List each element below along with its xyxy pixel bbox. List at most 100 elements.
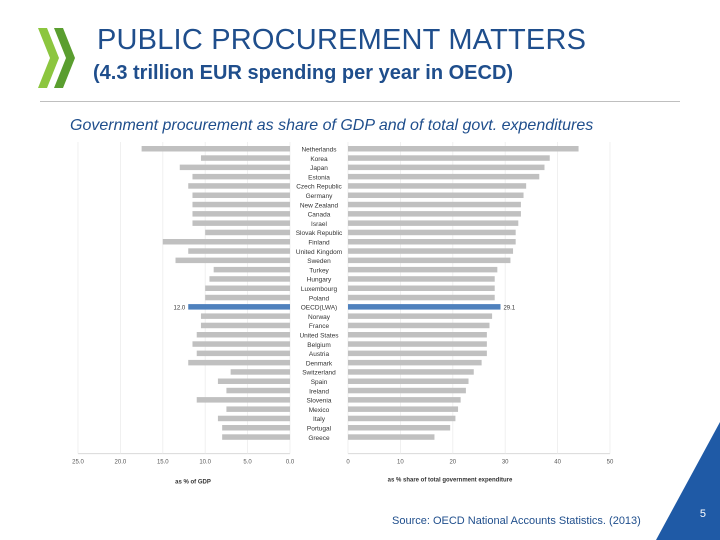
title-divider <box>40 101 680 102</box>
category-label: OECD(LWA) <box>301 305 337 312</box>
tick-label-left: 20.0 <box>115 460 127 466</box>
bar-expenditure <box>348 192 524 198</box>
data-label-left: 12.0 <box>174 306 186 312</box>
tick-label-left: 15.0 <box>157 460 169 466</box>
bar-expenditure <box>348 229 516 236</box>
category-label: Italy <box>313 416 326 423</box>
category-label: Finland <box>308 240 330 247</box>
category-label: Canada <box>308 212 331 219</box>
category-label: United States <box>299 333 339 340</box>
category-label: Mexico <box>309 407 330 414</box>
category-label: Austria <box>309 351 330 358</box>
bar-expenditure <box>348 211 521 217</box>
category-label: New Zealand <box>300 202 339 209</box>
category-label: Korea <box>310 156 328 163</box>
axis-title-left: as % of GDP <box>175 480 211 486</box>
bar-gdp <box>205 294 290 301</box>
bar-gdp <box>200 322 290 329</box>
bar-gdp <box>200 155 290 161</box>
corner-triangle-icon <box>656 422 720 540</box>
bar-gdp <box>196 350 290 357</box>
category-label: Slovak Republic <box>296 230 343 237</box>
source-note: Source: OECD National Accounts Statistic… <box>392 515 641 527</box>
bar-expenditure <box>348 397 461 403</box>
category-label: Spain <box>311 379 328 386</box>
data-label-right: 29.1 <box>503 306 515 312</box>
bar-expenditure <box>348 425 451 431</box>
bar-expenditure <box>348 146 579 152</box>
bar-expenditure <box>348 248 514 254</box>
bar-gdp <box>175 257 290 264</box>
bar-expenditure <box>348 350 487 357</box>
bar-expenditure <box>348 164 545 171</box>
bar-gdp <box>192 192 290 198</box>
tick-label-left: 0.0 <box>286 460 295 466</box>
bar-gdp <box>226 406 290 412</box>
category-label: Switzerland <box>302 370 336 377</box>
bar-expenditure <box>348 266 498 273</box>
bar-expenditure <box>348 201 521 208</box>
category-label: Greece <box>308 435 330 442</box>
category-label: Germany <box>306 193 333 200</box>
category-label: Portugal <box>307 426 332 433</box>
bar-expenditure <box>348 183 527 189</box>
category-label: Luxembourg <box>301 286 338 293</box>
bar-gdp <box>192 173 290 180</box>
bar-gdp <box>192 201 290 208</box>
bar-expenditure <box>348 359 482 366</box>
bar-gdp <box>192 341 290 347</box>
category-label: Hungary <box>307 277 332 284</box>
procurement-chart: Netherlands Korea Japan Estonia Czech Republ… <box>72 142 614 486</box>
bar-gdp <box>200 313 290 319</box>
bar-gdp <box>188 359 290 366</box>
bar-gdp <box>188 183 290 189</box>
category-label: Estonia <box>308 174 330 181</box>
bar-gdp <box>209 276 290 282</box>
bar-expenditure <box>348 285 495 291</box>
bar-gdp <box>213 266 290 273</box>
category-label: Czech Republic <box>296 184 342 191</box>
bar-gdp <box>162 239 290 245</box>
page-subtitle: (4.3 trillion EUR spending per year in O… <box>93 62 514 84</box>
category-label: Netherlands <box>301 147 337 154</box>
tick-label-right: 20 <box>449 460 456 466</box>
bar-gdp <box>217 415 290 422</box>
bar-expenditure <box>348 173 540 180</box>
tick-label-left: 10.0 <box>199 460 211 466</box>
tick-label-right: 50 <box>607 460 614 466</box>
bar-gdp <box>192 220 290 226</box>
bar-gdp <box>192 211 290 217</box>
bar-expenditure <box>348 257 511 264</box>
bar-expenditure <box>348 322 490 329</box>
category-label: Belgium <box>307 342 330 349</box>
category-label: Ireland <box>309 388 329 395</box>
bar-expenditure <box>348 332 487 338</box>
bar-expenditure <box>348 369 474 375</box>
category-label: Poland <box>309 295 330 302</box>
bar-expenditure <box>348 155 550 161</box>
bar-gdp <box>188 304 290 310</box>
bar-expenditure <box>348 239 516 245</box>
bar-expenditure <box>348 434 435 440</box>
category-label: France <box>309 323 330 330</box>
bar-expenditure <box>348 276 495 282</box>
category-label: Israel <box>311 221 327 228</box>
bar-gdp <box>141 146 290 152</box>
bar-gdp <box>217 378 290 384</box>
bar-gdp <box>196 332 290 338</box>
category-label: Norway <box>308 314 331 321</box>
chart-caption: Government procurement as share of GDP a… <box>70 117 594 134</box>
bar-gdp <box>230 369 290 375</box>
bar-expenditure <box>348 294 495 301</box>
page-number: 5 <box>699 508 706 520</box>
bar-gdp <box>196 397 290 403</box>
bar-expenditure <box>348 313 493 319</box>
bar-gdp <box>222 425 290 431</box>
bar-expenditure <box>348 304 501 310</box>
bar-expenditure <box>348 406 459 412</box>
bar-expenditure <box>348 378 469 384</box>
axis-title-right: as % share of total government expenditu… <box>388 478 513 484</box>
tick-label-right: 0 <box>346 460 350 466</box>
oecd-logo-icon <box>38 28 75 88</box>
category-label: Denmark <box>306 360 333 367</box>
